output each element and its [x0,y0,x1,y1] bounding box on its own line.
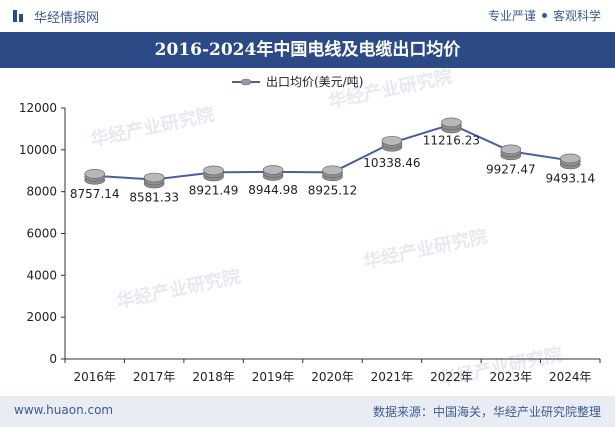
data-point-coin-stack [559,153,581,170]
x-tick-label: 2021年 [371,370,414,384]
data-label: 8925.12 [308,183,358,197]
data-label: 8944.98 [248,183,298,197]
coin-layer [500,144,522,155]
separator-dot-icon [541,13,547,18]
coin-layer [381,135,403,146]
x-tick-label: 2020年 [311,370,354,384]
data-point-coin-stack [262,165,284,181]
brand-name: 华经情报网 [34,11,100,26]
x-tick-label: 2019年 [252,370,295,384]
coin-layer [143,172,165,183]
data-point-coin-stack [500,144,522,161]
x-tick-label: 2024年 [549,370,592,384]
data-point-coin-stack [203,165,224,182]
x-tick-label: 2018年 [192,370,235,384]
footer-bar: www.huaon.com 数据来源：中国海关，华经产业研究院整理 [0,396,615,427]
data-point-coin-stack [381,135,403,152]
x-tick-label: 2017年 [133,370,176,384]
data-label: 8921.49 [189,183,239,197]
legend-label: 出口均价(美元/吨) [266,75,363,89]
coin-layer [559,153,581,164]
coin-layer [262,165,284,175]
x-tick-label: 2022年 [430,370,473,384]
watermark-text: 华经产业研究院 [88,103,216,151]
tag-professional: 专业严谨 [487,9,536,23]
tag-objective: 客观科学 [552,9,601,23]
watermark-text: 华经产业研究院 [114,265,242,313]
coin-layer [322,165,343,176]
website-link[interactable]: www.huaon.com [14,403,114,417]
brand-logo-icon [13,10,23,22]
line-chart: 华经产业研究院华经产业研究院华经产业研究院华经产业研究院华经产业研究院02000… [19,68,601,391]
top-bar: 华经情报网 专业严谨 客观科学 [0,0,615,32]
data-label: 8757.14 [70,187,120,201]
coin-layer [84,169,106,179]
data-label: 8581.33 [129,191,179,205]
data-point-coin-stack [441,117,462,134]
y-tick-label: 8000 [26,185,57,199]
data-point-coin-stack [143,172,165,189]
data-point-coin-stack [322,165,343,182]
coin-layer [441,117,462,128]
data-label: 11216.23 [423,133,480,147]
data-label: 10338.46 [363,156,420,170]
x-tick-label: 2016年 [73,370,116,384]
y-tick-label: 12000 [19,101,57,115]
y-tick-label: 0 [49,352,57,366]
chart-title: 2016-2024年中国电线及电缆出口均价 [154,40,461,60]
y-tick-label: 2000 [26,310,57,324]
data-point-coin-stack [84,169,106,185]
data-source-note: 数据来源：中国海关，华经产业研究院整理 [372,405,601,419]
data-label: 9493.14 [545,171,595,185]
legend-marker-icon [240,78,252,86]
watermark-text: 华经产业研究院 [361,225,489,273]
y-tick-label: 4000 [26,268,57,282]
header-tags: 专业严谨 客观科学 [488,7,601,24]
data-label: 9927.47 [486,162,536,176]
title-bar: 2016-2024年中国电线及电缆出口均价 [0,32,615,68]
y-tick-label: 6000 [26,227,57,241]
coin-layer [203,165,224,176]
x-tick-label: 2023年 [490,370,533,384]
y-tick-label: 10000 [19,143,57,157]
